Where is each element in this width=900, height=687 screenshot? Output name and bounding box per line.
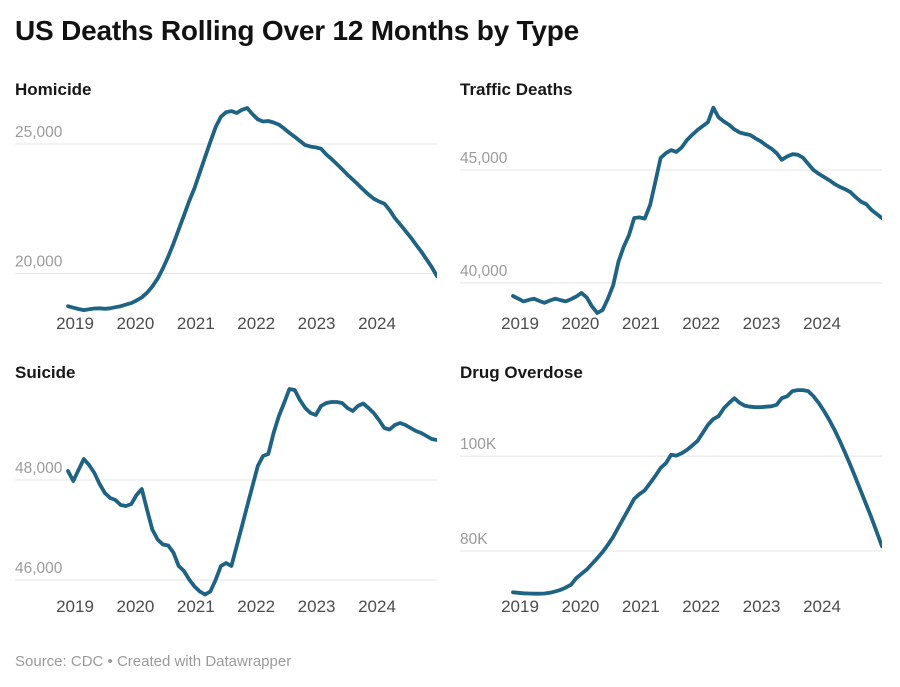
x-tick-label: 2021: [622, 597, 660, 616]
panel-title-traffic-deaths: Traffic Deaths: [460, 80, 573, 99]
panel-drug-overdose: Drug Overdose 100K 80K 2019 2020 2021 2022 202…: [460, 363, 882, 621]
panel-title-drug-overdose: Drug Overdose: [460, 363, 583, 382]
y-tick-label: 25,000: [15, 124, 63, 141]
data-line: [66, 106, 437, 313]
x-tick-label: 2019: [501, 597, 539, 616]
x-tick-label: 2024: [358, 314, 396, 333]
x-tick-label: 2019: [56, 314, 94, 333]
y-tick-label: 20,000: [15, 254, 63, 271]
panel-traffic-deaths: Traffic Deaths 45,000 40,000 2019 2020 2021 2…: [460, 80, 882, 338]
x-tick-label: 2022: [237, 597, 275, 616]
panel-suicide: Suicide 48,000 46,000 2019 2020 2021 2022 2023…: [15, 363, 437, 621]
x-tick-label: 2024: [358, 597, 396, 616]
chart-canvas: 25,000 20,000 2019 2020 2021 2022 2023 2024: [15, 106, 437, 333]
line-chart-suicide: 48,000 46,000 2019 2020 2021 2022 2023 2024: [15, 383, 437, 618]
y-tick-label: 46,000: [15, 560, 63, 577]
x-tick-label: 2019: [501, 314, 539, 333]
source-note: Source: CDC • Created with Datawrapper: [15, 653, 292, 670]
line-chart-traffic-deaths: 45,000 40,000 2019 2020 2021 2022 2023 2024: [460, 100, 882, 335]
x-tick-label: 2022: [682, 597, 720, 616]
chart-canvas: 100K 80K 2019 2020 2021 2022 2023 2024: [460, 388, 882, 616]
page-title: US Deaths Rolling Over 12 Months by Type: [15, 15, 580, 46]
chart-canvas: 48,000 46,000 2019 2020 2021 2022 2023 2024: [15, 387, 437, 616]
x-tick-label: 2023: [298, 597, 336, 616]
panel-title-homicide: Homicide: [15, 80, 92, 99]
x-tick-label: 2020: [561, 597, 599, 616]
x-tick-label: 2022: [682, 314, 720, 333]
x-tick-label: 2021: [177, 597, 215, 616]
data-line: [511, 388, 882, 596]
line-chart-homicide: 25,000 20,000 2019 2020 2021 2022 2023 2024: [15, 100, 437, 335]
x-tick-label: 2020: [116, 314, 154, 333]
x-tick-label: 2023: [743, 314, 781, 333]
y-tick-label: 40,000: [460, 263, 508, 280]
x-tick-label: 2024: [803, 597, 841, 616]
x-tick-label: 2024: [803, 314, 841, 333]
x-tick-label: 2019: [56, 597, 94, 616]
y-tick-label: 100K: [460, 436, 497, 453]
line-chart-drug-overdose: 100K 80K 2019 2020 2021 2022 2023 2024: [460, 383, 882, 618]
x-tick-label: 2023: [298, 314, 336, 333]
x-tick-label: 2023: [743, 597, 781, 616]
data-line: [511, 105, 882, 315]
chart-canvas: 45,000 40,000 2019 2020 2021 2022 2023 2024: [460, 105, 882, 333]
x-tick-label: 2022: [237, 314, 275, 333]
data-line: [66, 387, 437, 597]
x-tick-label: 2020: [116, 597, 154, 616]
y-tick-label: 45,000: [460, 150, 508, 167]
x-tick-label: 2021: [622, 314, 660, 333]
panel-homicide: Homicide 25,000 20,000 2019 2020 2021 2022 202…: [15, 80, 437, 338]
y-tick-label: 80K: [460, 531, 488, 548]
x-tick-label: 2021: [177, 314, 215, 333]
y-tick-label: 48,000: [15, 460, 63, 477]
panel-title-suicide: Suicide: [15, 363, 76, 382]
x-tick-label: 2020: [561, 314, 599, 333]
